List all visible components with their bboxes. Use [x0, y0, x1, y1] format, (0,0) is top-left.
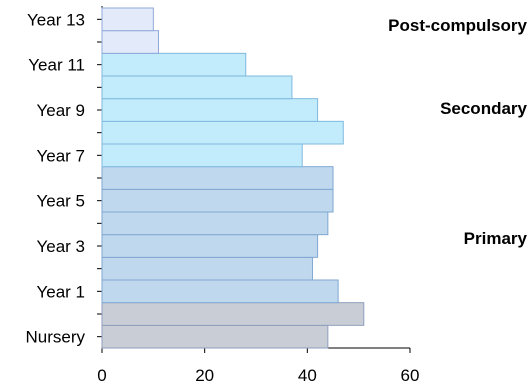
bar-year-2 [101, 256, 313, 281]
bars [101, 7, 365, 349]
bar-year-4 [101, 211, 329, 236]
bar-year-10 [101, 75, 293, 100]
bar-reception [101, 302, 365, 326]
x-tick-label: 40 [298, 366, 317, 385]
y-axis: Nursery Year 1 Year 3 Year 5 Year 7 Year 9 Yea… [25, 6, 103, 348]
y-tick-label: Year 11 [28, 56, 85, 75]
bar-year-3 [101, 234, 319, 258]
y-tick-label: Year 13 [27, 10, 85, 29]
y-tick-label: Year 3 [36, 237, 85, 256]
bar-nursery [101, 324, 329, 349]
phase-labels: Post-compulsory Secondary Primary [388, 16, 527, 248]
bar-year-9 [101, 98, 319, 122]
y-tick-label: Year 9 [36, 101, 85, 120]
x-tick-label: 0 [97, 366, 106, 385]
y-tick-label: Year 7 [36, 146, 85, 165]
bar-year-5 [101, 188, 334, 213]
bar-year-12 [101, 30, 159, 54]
x-axis: 0 20 40 60 [97, 347, 420, 385]
phase-label-primary: Primary [464, 229, 528, 248]
phase-label-post: Post-compulsory [388, 16, 527, 35]
y-tick-label: Year 1 [36, 282, 85, 301]
bar-year-6 [101, 166, 334, 190]
y-tick-label: Nursery [25, 328, 85, 347]
bar-year-13 [101, 7, 154, 32]
x-tick-label: 60 [401, 366, 420, 385]
bar-year-11 [101, 52, 247, 77]
bar-year-7 [101, 143, 303, 168]
x-tick-label: 20 [195, 366, 214, 385]
y-tick-label: Year 5 [36, 192, 85, 211]
phase-label-secondary: Secondary [440, 99, 527, 118]
bar-year-1 [101, 279, 339, 304]
bar-year-8 [101, 120, 344, 145]
